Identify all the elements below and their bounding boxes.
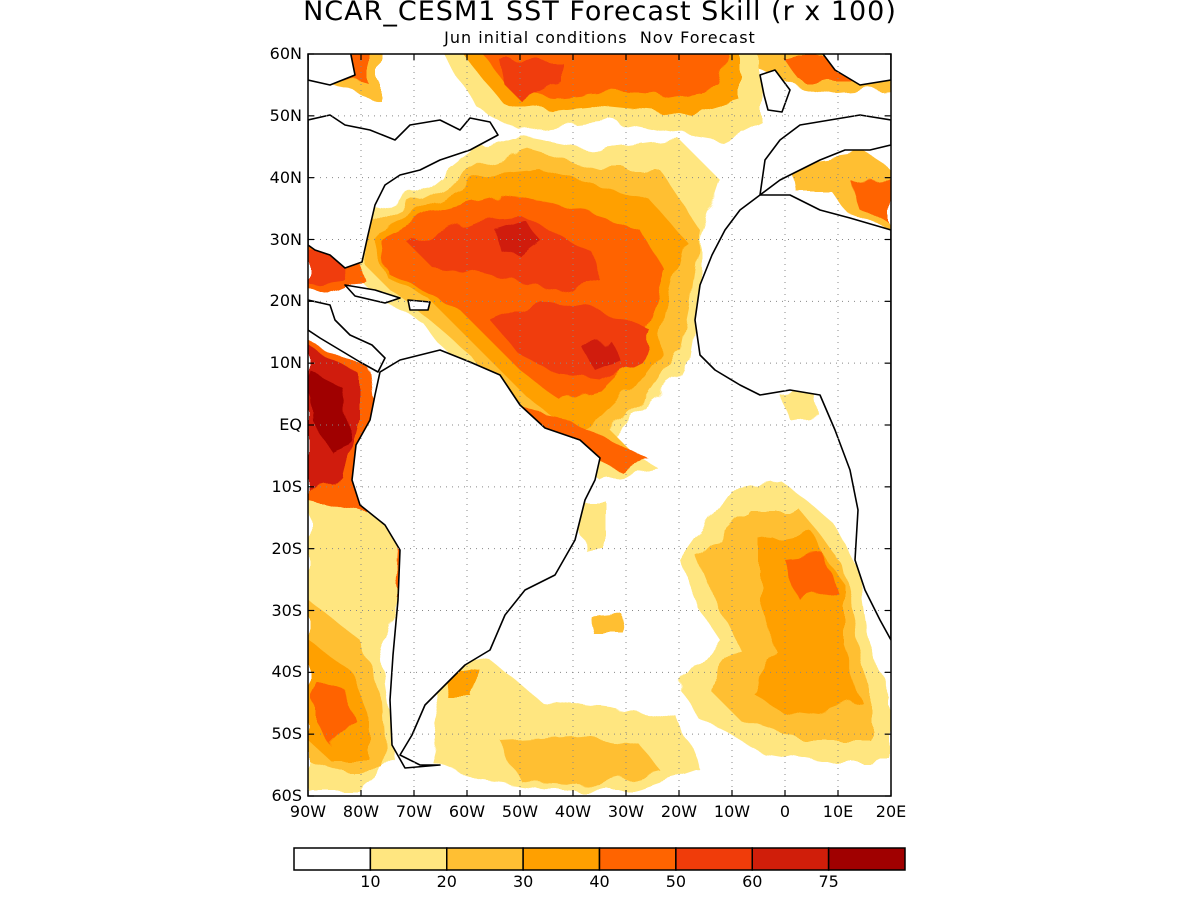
skill-area-tropical-peak [580,340,620,370]
skill-area-equatorial-tongue [520,410,650,470]
skill-area-midatlantic-patch [590,612,625,635]
colorbar-label: 40 [589,872,610,891]
skill-area-south-atlantic-mid [500,735,660,785]
lon-label: 80W [342,802,380,821]
skill-area-north-atlantic-peak-3 [495,220,540,255]
lat-label: 50N [269,105,302,125]
skill-area-pacific-peak [310,370,352,450]
skill-field [308,54,891,790]
lat-label: 20S [271,538,302,558]
lon-label: 50W [501,802,539,821]
landmass-greenland-tip [308,54,356,86]
colorbar-label: 60 [742,872,763,891]
landmass-central-america [308,299,386,373]
skill-area-benguela-high [750,530,860,715]
lon-label: 30W [607,802,645,821]
lon-label: 90W [289,802,327,821]
lon-label: 20W [660,802,698,821]
lon-label: 70W [395,802,433,821]
landmass-north-america [308,114,499,269]
colorbar [293,847,906,871]
colorbar-swatch [293,847,372,871]
skill-area-subpolar-peak [500,60,560,100]
landmass-iberia-europe [759,114,891,196]
colorbar-swatch [446,847,524,871]
lat-label: 30S [271,600,302,620]
landmass-hispaniola [407,299,431,311]
colorbar-label: 20 [436,872,457,891]
colorbar-swatch [522,847,601,871]
coastlines [308,54,891,769]
lat-label: 20N [269,291,302,311]
landmass-british-isles [759,69,791,113]
axis-ticks [307,53,892,797]
lon-label: 10E [822,802,854,821]
lat-label: 60S [271,786,302,805]
colorbar-swatch [751,847,830,871]
skill-area-north-atlantic-peak-1 [410,215,600,290]
lat-label: 10N [269,353,302,373]
lat-label: 30N [269,229,302,249]
lat-label: 50S [271,724,302,744]
skill-area-chile-core [315,680,355,745]
map-subtitle: Jun initial conditions Nov Forecast [444,28,756,47]
skill-area-brazil-patch [580,500,605,550]
colorbar-label: 30 [512,872,534,891]
lon-label: 0 [779,802,791,821]
lon-label: 60W [448,802,486,821]
lat-label: 10S [271,476,302,496]
colorbar-swatch [598,847,677,871]
colorbar-swatch [827,847,906,871]
skill-area-mediterranean-core [850,175,891,225]
colorbar-swatch [369,847,448,871]
lat-label: EQ [279,415,302,434]
lon-label: 10W [713,802,751,821]
skill-area-benguela-core [785,555,835,600]
map-title: NCAR_CESM1 SST Forecast Skill (r x 100) [303,0,897,27]
lat-label: 40N [269,167,302,187]
colorbar-label: 75 [818,872,839,891]
map-grid [308,54,891,796]
colorbar-swatch [675,847,753,871]
lon-label: 40W [554,802,592,821]
landmass-cuba [344,284,401,304]
lat-label: 60N [269,44,302,63]
colorbar-label: 10 [360,872,381,891]
lat-label: 40S [271,662,302,682]
landmass-scandinavia [822,54,891,86]
lon-label: 20E [875,802,907,821]
colorbar-label: 50 [665,872,687,891]
landmass-south-america [351,349,601,769]
landmass-africa [694,194,891,641]
